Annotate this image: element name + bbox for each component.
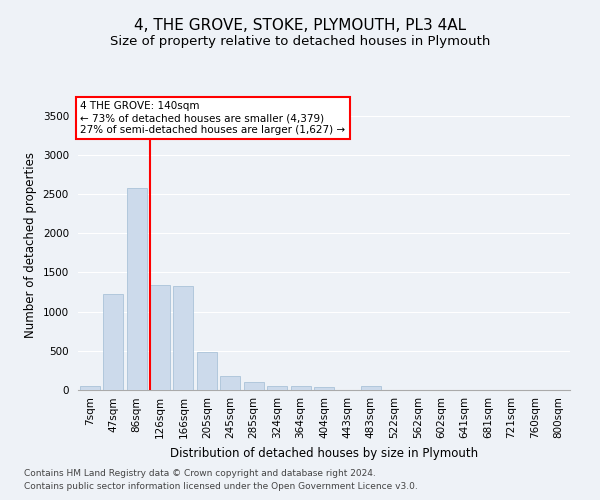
Bar (80, 386, 100, 390)
Bar (244, 382, 263, 390)
Text: Contains HM Land Registry data © Crown copyright and database right 2024.: Contains HM Land Registry data © Crown c… (24, 468, 376, 477)
Bar (220, 376, 240, 390)
X-axis label: Distribution of detached houses by size in Plymouth: Distribution of detached houses by size … (170, 446, 478, 460)
Bar (267, 386, 287, 390)
Text: 4, THE GROVE, STOKE, PLYMOUTH, PL3 4AL: 4, THE GROVE, STOKE, PLYMOUTH, PL3 4AL (134, 18, 466, 32)
Bar (103, 294, 123, 390)
Bar (197, 352, 217, 390)
Bar (314, 388, 334, 390)
Text: Contains public sector information licensed under the Open Government Licence v3: Contains public sector information licen… (24, 482, 418, 491)
Bar (173, 286, 193, 390)
Bar (150, 285, 170, 390)
Text: Size of property relative to detached houses in Plymouth: Size of property relative to detached ho… (110, 35, 490, 48)
Bar (361, 386, 381, 390)
Bar (127, 188, 146, 390)
Text: 4 THE GROVE: 140sqm
← 73% of detached houses are smaller (4,379)
27% of semi-det: 4 THE GROVE: 140sqm ← 73% of detached ho… (80, 102, 346, 134)
Y-axis label: Number of detached properties: Number of detached properties (24, 152, 37, 338)
Bar (290, 386, 311, 390)
